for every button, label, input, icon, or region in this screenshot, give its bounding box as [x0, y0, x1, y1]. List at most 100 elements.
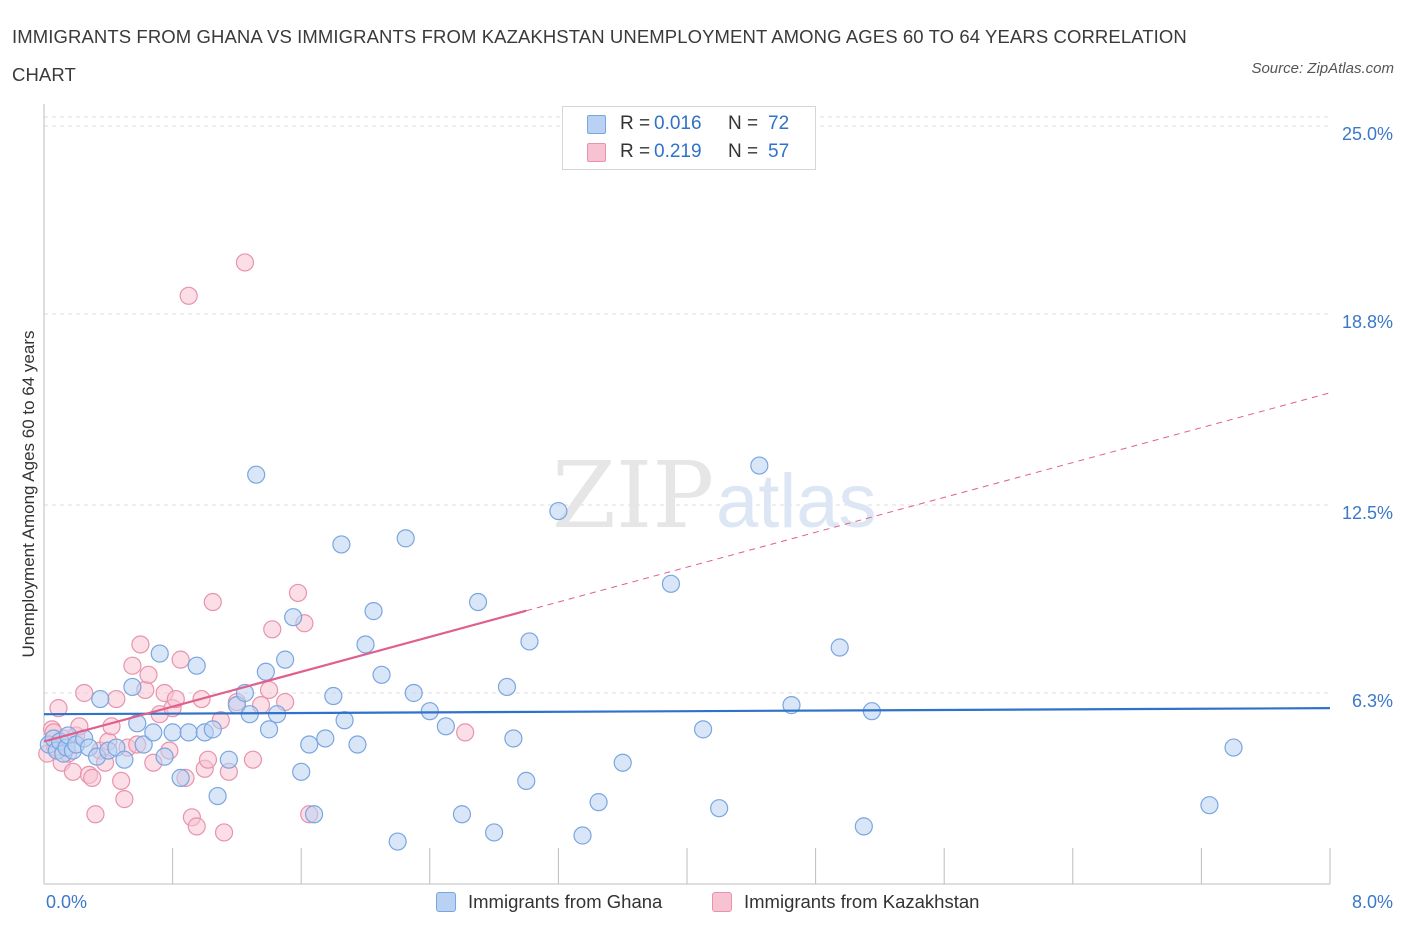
ghana-trend-line	[43, 707, 1331, 716]
x-tick-label: 8.0%	[1352, 892, 1393, 912]
ghana-point	[123, 677, 142, 697]
legend-n-label: N =	[728, 141, 759, 162]
ghana-point	[304, 805, 324, 824]
ghana-point	[332, 535, 351, 554]
bottom-legend-label-ghana: Immigrants from Ghana	[468, 891, 663, 912]
ghana-point	[335, 711, 354, 730]
ghana-point	[316, 729, 335, 748]
ghana-point	[517, 771, 536, 791]
ghana-point	[91, 689, 110, 709]
y-tick-label: 25.0%	[1342, 124, 1393, 144]
bottom-legend-swatch-kazakhstan	[712, 892, 732, 912]
ghana-point	[830, 638, 849, 657]
kazakhstan-point	[86, 805, 105, 824]
kazakhstan-point	[139, 665, 158, 684]
ghana-point	[497, 677, 517, 697]
ghana-point	[388, 832, 407, 851]
ghana-points	[39, 456, 1243, 851]
ghana-point	[661, 574, 681, 593]
ghana-point	[504, 729, 523, 748]
ghana-point	[292, 762, 311, 781]
ghana-point	[203, 720, 222, 739]
ghana-point	[134, 735, 153, 754]
legend-r-label: R =	[620, 113, 651, 134]
ghana-point	[179, 723, 198, 742]
ghana-point	[420, 702, 439, 721]
bottom-legend-ghana: Immigrants from Ghana	[436, 888, 662, 916]
stats-legend: R = 0.016 N = 72 R = 0.219 N = 57	[562, 106, 816, 170]
ghana-point	[613, 753, 632, 772]
watermark-zip: ZIP	[552, 442, 714, 549]
y-tick-layer: 6.3% 12.5% 18.8% 25.0%	[1342, 124, 1393, 711]
ghana-point	[348, 735, 367, 754]
ghana-point	[276, 650, 295, 669]
grid-layer	[44, 116, 1330, 694]
ghana-point	[356, 635, 375, 654]
ghana-point	[150, 644, 169, 663]
watermark: ZIP atlas	[552, 442, 877, 549]
kazakhstan-point	[171, 650, 190, 669]
ghana-point	[854, 817, 873, 836]
kazakhstan-point	[131, 635, 150, 654]
kazakhstan-point	[203, 592, 222, 612]
kazakhstan-point	[235, 253, 255, 272]
ghana-point	[549, 501, 568, 521]
ghana-point	[256, 662, 275, 681]
ghana-point	[155, 747, 174, 766]
kazakhstan-point	[179, 286, 198, 305]
ghana-point	[693, 720, 713, 739]
chart-title: IMMIGRANTS FROM GHANA VS IMMIGRANTS FROM…	[12, 26, 1187, 85]
kazakhstan-point	[259, 680, 279, 700]
kazakhstan-point	[49, 699, 68, 718]
kazakhstan-point	[115, 790, 134, 809]
legend-swatch-kazakhstan	[587, 142, 606, 162]
kazakhstan-point	[456, 723, 475, 742]
y-tick-label: 12.5%	[1342, 503, 1393, 523]
y-tick-label: 18.8%	[1342, 312, 1393, 332]
ghana-point	[324, 686, 343, 706]
kazakhstan-point	[83, 768, 102, 787]
ghana-point	[144, 723, 163, 742]
ghana-point	[404, 683, 423, 703]
kazakhstan-point	[214, 823, 234, 842]
ghana-point	[372, 665, 391, 684]
y-axis-label: Unemployment Among Ages 60 to 64 years	[19, 331, 38, 658]
y-tick-label: 6.3%	[1352, 691, 1393, 711]
ghana-point	[1224, 738, 1243, 757]
ghana-point	[163, 723, 182, 742]
legend-n-label: N =	[728, 113, 759, 134]
kazakhstan-point	[263, 620, 282, 639]
ghana-point	[396, 529, 415, 548]
ghana-point	[364, 602, 383, 621]
x-tick-label: 0.0%	[46, 892, 87, 912]
legend-r-value: 0.016	[654, 113, 702, 134]
ghana-point	[485, 823, 504, 842]
kazakhstan-point	[112, 771, 131, 791]
ghana-point	[750, 456, 769, 475]
bottom-legend-label-kazakhstan: Immigrants from Kazakhstan	[744, 891, 980, 912]
source-label: Source: ZipAtlas.com	[1251, 60, 1394, 77]
kazakhstan-point	[166, 689, 185, 709]
legend-row-kazakhstan: R = 0.219 N = 57	[587, 140, 789, 164]
ghana-point	[573, 826, 592, 845]
trend-lines	[43, 392, 1331, 743]
kazakhstan-trend-line	[43, 609, 527, 743]
x-tick-layer: 0.0% 8.0%	[43, 848, 1393, 912]
legend-n-value: 57	[768, 141, 790, 162]
ghana-point	[468, 592, 488, 612]
kazakhstan-point	[187, 817, 206, 836]
ghana-point	[259, 720, 279, 739]
ghana-point	[782, 696, 801, 715]
ghana-point	[171, 768, 190, 787]
kazakhstan-point	[198, 750, 218, 769]
bottom-legend-swatch-ghana	[436, 892, 456, 912]
ghana-point	[284, 608, 303, 627]
kazakhstan-point	[102, 717, 121, 736]
ghana-point	[520, 632, 539, 651]
legend-r-label: R =	[620, 141, 651, 162]
ghana-point	[219, 750, 238, 769]
kazakhstan-point	[75, 683, 94, 703]
ghana-point	[436, 717, 455, 736]
ghana-point	[452, 805, 472, 824]
